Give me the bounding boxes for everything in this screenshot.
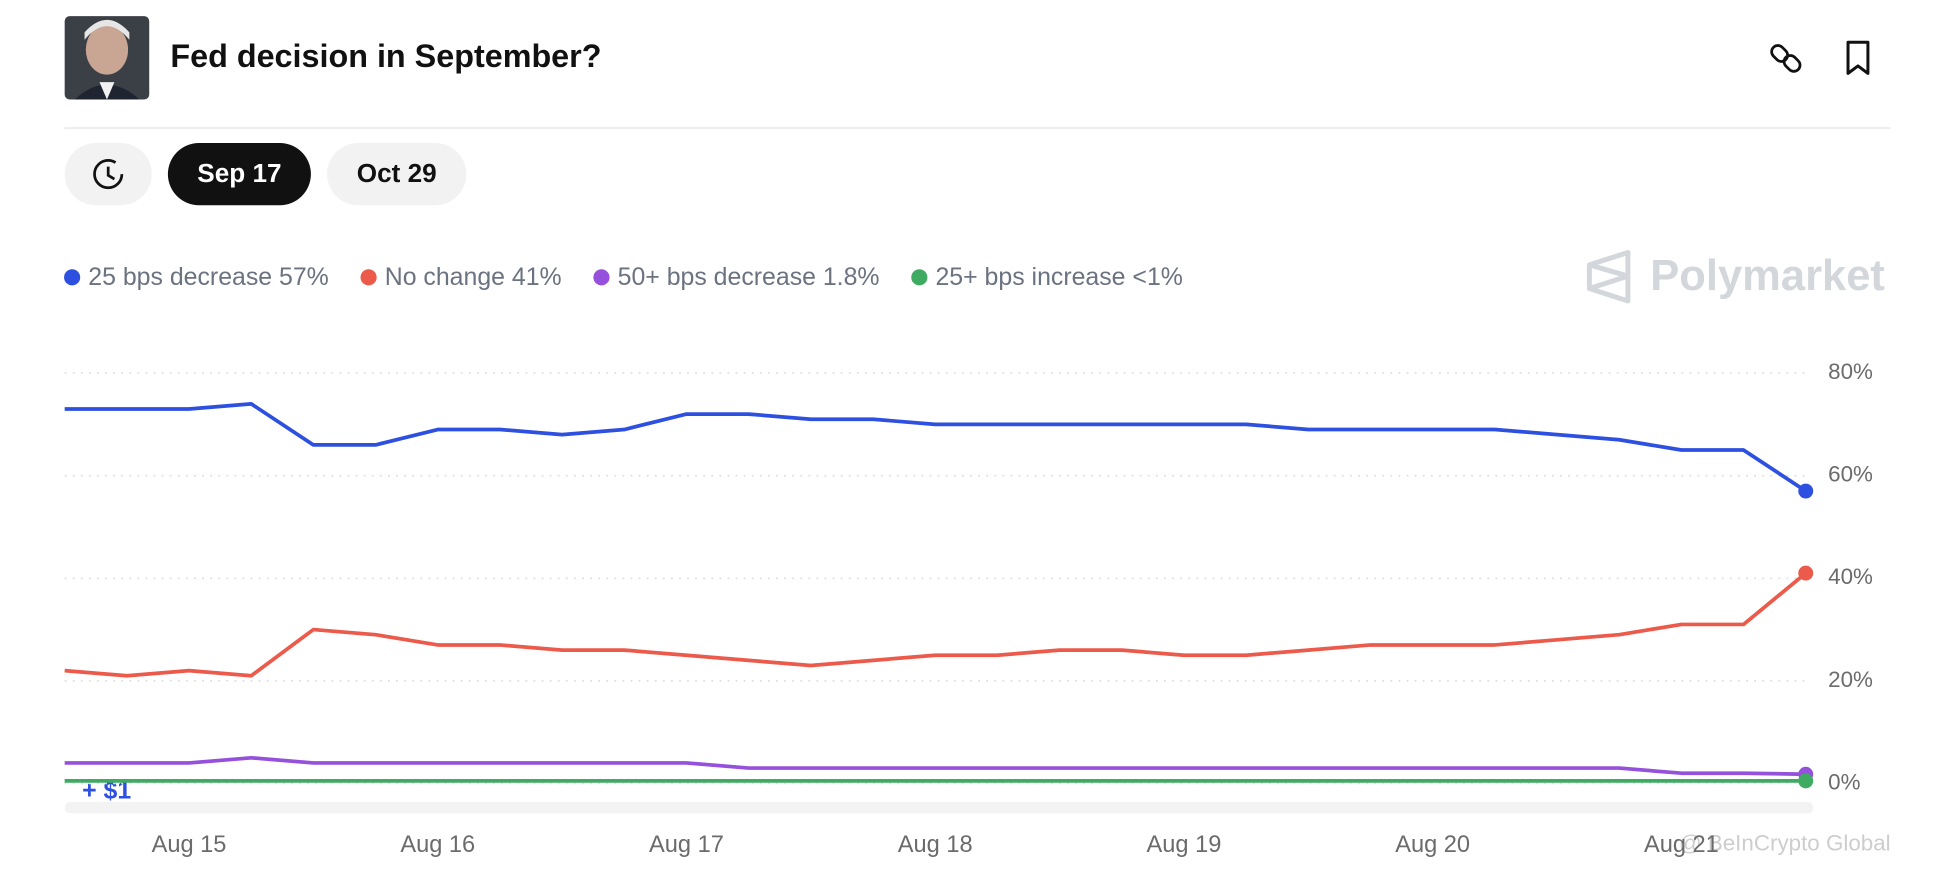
x-tick-label: Aug 21 bbox=[1644, 832, 1719, 858]
y-tick-label: 80% bbox=[1828, 359, 1873, 384]
series-line bbox=[64, 401, 1807, 493]
x-tick-label: Aug 15 bbox=[152, 832, 227, 858]
x-tick-label: Aug 18 bbox=[898, 832, 973, 858]
link-button[interactable] bbox=[1769, 43, 1803, 74]
legend-dot bbox=[911, 269, 928, 286]
tab-label[interactable]: Oct 29 bbox=[357, 158, 437, 188]
x-tick-label: Aug 17 bbox=[649, 832, 724, 858]
x-tick-label: Aug 16 bbox=[400, 832, 475, 858]
x-tick-label: Aug 19 bbox=[1147, 832, 1222, 858]
series-line bbox=[64, 755, 1806, 777]
y-tick-label: 0% bbox=[1828, 769, 1860, 794]
bookmark-button[interactable] bbox=[1846, 40, 1870, 75]
title: Fed decision in September? bbox=[170, 38, 601, 74]
watermark: @ BeInCrypto Global bbox=[1679, 830, 1891, 855]
tab[interactable] bbox=[327, 143, 467, 206]
history-button[interactable] bbox=[64, 143, 152, 206]
legend-label: 25+ bps increase <1% bbox=[935, 263, 1182, 291]
end-point bbox=[1798, 483, 1814, 499]
legend-label: 50+ bps decrease 1.8% bbox=[618, 263, 880, 291]
legend-dot bbox=[593, 269, 610, 286]
x-tick-label: Aug 20 bbox=[1395, 832, 1470, 858]
brand-logo bbox=[1586, 249, 1631, 304]
y-tick-label: 60% bbox=[1828, 462, 1873, 487]
series-line bbox=[64, 571, 1807, 678]
brand: Polymarket bbox=[1650, 252, 1885, 300]
y-tick-label: 40% bbox=[1828, 564, 1873, 589]
end-point bbox=[1798, 773, 1814, 789]
legend-dot bbox=[64, 269, 81, 286]
scrollbar[interactable] bbox=[64, 802, 1814, 814]
legend-dot bbox=[360, 269, 377, 286]
legend-label: No change 41% bbox=[385, 263, 562, 291]
y-tick-label: 20% bbox=[1828, 667, 1873, 692]
legend-label: 25 bps decrease 57% bbox=[88, 263, 328, 291]
avatar bbox=[64, 16, 150, 100]
tab-active[interactable] bbox=[167, 143, 311, 206]
tab-label[interactable]: Sep 17 bbox=[197, 158, 281, 188]
end-point bbox=[1798, 565, 1814, 581]
